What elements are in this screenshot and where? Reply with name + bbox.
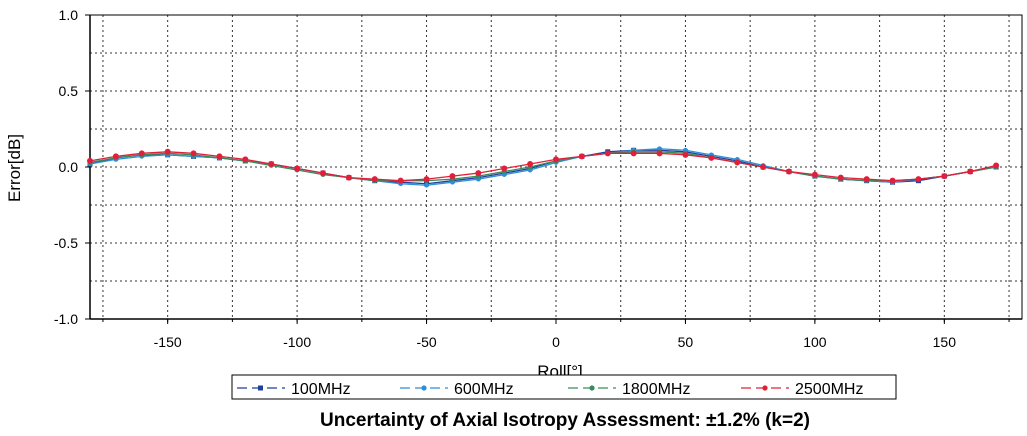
data-point (112, 153, 119, 160)
data-point (993, 162, 1000, 169)
data-point (941, 173, 948, 180)
y-axis-title: Error[dB] (5, 134, 24, 202)
grid-lines (90, 15, 1022, 319)
legend-swatch-marker (258, 385, 263, 391)
legend-item: 100MHz (237, 381, 351, 398)
data-point (294, 165, 301, 172)
data-point (553, 156, 559, 163)
axis-ticks: -150 -100 -50 0 50 100 150 1.0 0.5 0.0 -0.5 -1.0 (54, 7, 1022, 350)
data-point (967, 168, 974, 175)
series-2500mhz (87, 148, 1000, 184)
data-point (708, 154, 715, 161)
legend-label: 600MHz (454, 381, 514, 398)
data-point (837, 174, 844, 181)
series-line (89, 151, 997, 182)
data-point (734, 159, 741, 166)
data-point (682, 151, 689, 158)
legend-item: 1800MHz (568, 381, 690, 398)
legend-label: 2500MHz (795, 381, 863, 398)
legend-swatch-marker (421, 385, 427, 391)
legend-swatch-marker (762, 385, 768, 391)
data-point (915, 176, 922, 183)
x-tick-label: -100 (283, 334, 311, 350)
x-tick-label: 100 (803, 334, 827, 350)
data-point (475, 170, 482, 177)
data-point (889, 177, 896, 184)
x-tick-label: 0 (552, 334, 560, 350)
data-point (190, 150, 197, 157)
data-point (87, 157, 93, 164)
legend-label: 1800MHz (622, 381, 690, 398)
data-point (656, 150, 663, 157)
legend-item: 600MHz (400, 381, 514, 398)
y-tick-label: 1.0 (59, 7, 79, 23)
data-point (527, 160, 534, 167)
x-tick-label: 150 (933, 334, 957, 350)
data-point (138, 150, 145, 157)
data-point (423, 176, 430, 183)
y-tick-label: 0.0 (59, 159, 79, 175)
data-point (604, 150, 611, 157)
data-point (811, 171, 818, 178)
legend: 100MHz 600MHz 1800MHz 2500MHz (231, 374, 897, 400)
data-point (863, 176, 870, 183)
data-point (449, 173, 456, 180)
data-point (164, 148, 171, 155)
legend-swatch-marker (589, 385, 595, 391)
data-point (242, 156, 249, 163)
chart-caption: Uncertainty of Axial Isotropy Assessment… (320, 410, 810, 431)
x-tick-label: -50 (416, 334, 436, 350)
data-point (630, 150, 637, 157)
data-point (345, 174, 352, 181)
data-point (786, 168, 792, 175)
data-point (216, 153, 223, 160)
series-line (89, 151, 997, 182)
legend-label: 100MHz (291, 381, 351, 398)
series-layer (87, 146, 1000, 188)
x-tick-label: 50 (678, 334, 694, 350)
x-tick-label: -150 (154, 334, 182, 350)
data-point (268, 160, 275, 167)
data-point (397, 177, 404, 184)
data-point (578, 153, 585, 160)
data-point (424, 182, 429, 188)
legend-item: 2500MHz (741, 381, 863, 398)
y-tick-label: -0.5 (54, 235, 78, 251)
y-tick-label: 0.5 (59, 83, 79, 99)
legend-frame (231, 374, 897, 400)
data-point (371, 176, 378, 183)
y-tick-label: -1.0 (54, 311, 78, 327)
data-point (501, 165, 508, 172)
data-point (760, 164, 767, 170)
data-point (320, 170, 326, 177)
